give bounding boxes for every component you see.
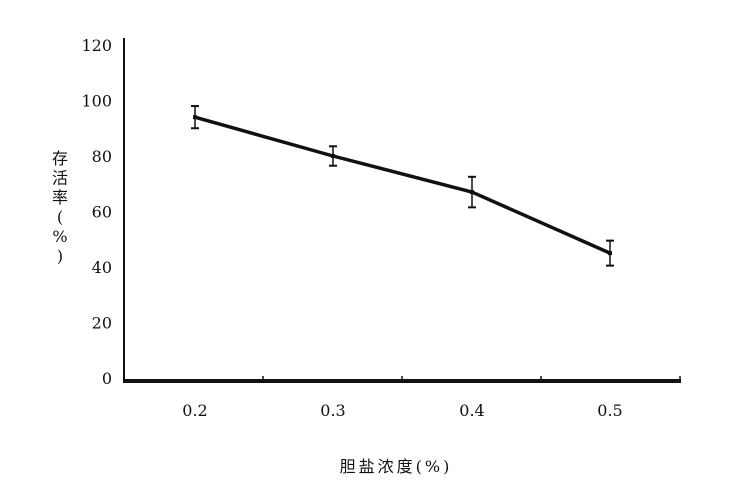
x-tick-label: 0.3 xyxy=(320,401,345,420)
y-tick-label: 120 xyxy=(81,36,112,55)
data-point xyxy=(193,115,197,120)
y-tick-label: 20 xyxy=(92,314,112,333)
y-tick-label: 80 xyxy=(92,147,112,166)
y-tick-label: 0 xyxy=(102,369,112,388)
tick-labels: 0 20 40 60 80 100 120 0.2 0.3 0.4 0.5 xyxy=(81,36,622,420)
data-series xyxy=(191,105,614,267)
y-axis-title-char: ) xyxy=(57,247,63,266)
data-point xyxy=(470,190,474,195)
x-tick-label: 0.4 xyxy=(459,401,484,420)
axes xyxy=(123,38,681,383)
y-axis-title-char: 率 xyxy=(52,188,68,207)
x-tick-label: 0.5 xyxy=(597,401,622,420)
data-point xyxy=(608,251,612,256)
y-axis-title-char: ( xyxy=(57,208,63,227)
y-tick-label: 60 xyxy=(92,203,112,222)
axis-titles: 胆盐浓度(%) 存活率(%) xyxy=(52,149,453,476)
y-axis-title-char: 存 xyxy=(52,149,68,168)
x-axis-title: 胆盐浓度(%) xyxy=(340,457,453,476)
y-axis-title-char: % xyxy=(52,227,67,246)
data-point xyxy=(331,154,335,158)
x-tick-label: 0.2 xyxy=(182,401,207,420)
y-tick-label: 100 xyxy=(81,92,112,111)
y-axis-title: 存活率(%) xyxy=(52,149,68,266)
series-line xyxy=(194,115,611,255)
y-tick-label: 40 xyxy=(92,258,112,277)
y-axis-title-char: 活 xyxy=(52,169,68,188)
